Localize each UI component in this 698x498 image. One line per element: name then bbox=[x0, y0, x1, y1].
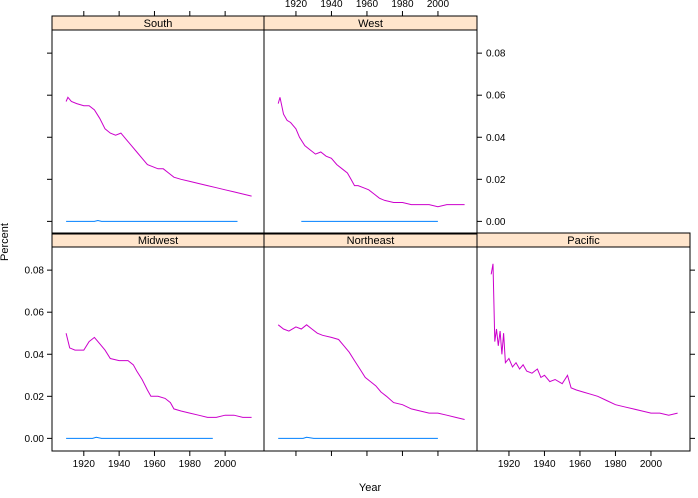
x-tick-label: 1920 bbox=[285, 0, 308, 10]
panel-northeast: Northeast bbox=[263, 232, 478, 452]
series-line-0 bbox=[65, 333, 252, 418]
y-tick-label: 0.08 bbox=[25, 266, 45, 277]
y-axis-label: Percent bbox=[0, 223, 11, 261]
panel-south: South bbox=[51, 15, 265, 235]
x-tick-label: 2000 bbox=[640, 459, 663, 470]
series-line-1 bbox=[278, 436, 438, 439]
panel-frame bbox=[51, 246, 265, 452]
y-tick-label: 0.00 bbox=[25, 434, 45, 445]
x-tick-label: 2000 bbox=[214, 459, 237, 470]
y-tick-label: 0.00 bbox=[486, 217, 506, 228]
panel-west: West bbox=[263, 15, 478, 235]
panel-frame bbox=[51, 29, 265, 235]
series-line-1 bbox=[66, 219, 238, 222]
x-tick-label: 1960 bbox=[569, 459, 592, 470]
y-tick-label: 0.08 bbox=[486, 49, 506, 60]
panel-strip-label: South bbox=[144, 18, 173, 30]
y-tick-label: 0.02 bbox=[486, 175, 506, 186]
series-line-0 bbox=[65, 96, 252, 197]
x-axis-label: Year bbox=[359, 482, 382, 494]
x-tick-label: 2000 bbox=[427, 0, 450, 10]
panel-frame bbox=[263, 246, 478, 452]
x-tick-label: 1940 bbox=[533, 459, 556, 470]
panels-layer: Midwest Northeast Pacific South West bbox=[51, 15, 691, 452]
panel-pacific: Pacific bbox=[476, 232, 691, 452]
x-tick-label: 1940 bbox=[108, 459, 131, 470]
series-line-1 bbox=[66, 436, 213, 439]
panel-strip-label: Pacific bbox=[567, 235, 600, 247]
series-line-0 bbox=[490, 263, 678, 416]
panel-strip-label: Midwest bbox=[138, 235, 178, 247]
y-tick-label: 0.06 bbox=[486, 91, 506, 102]
x-tick-label: 1940 bbox=[320, 0, 343, 10]
x-tick-label: 1920 bbox=[498, 459, 521, 470]
x-tick-label: 1960 bbox=[356, 0, 379, 10]
y-tick-label: 0.02 bbox=[25, 392, 45, 403]
x-tick-label: 1920 bbox=[73, 459, 96, 470]
series-line-0 bbox=[277, 324, 465, 420]
axes-layer: 1920 1940 1960 1980 2000 1920 1940 1960 1980 2000… bbox=[25, 0, 695, 470]
panel-strip-label: Northeast bbox=[347, 235, 395, 247]
panel-frame bbox=[476, 246, 691, 452]
x-tick-label: 1980 bbox=[604, 459, 627, 470]
series-line-0 bbox=[277, 97, 465, 208]
x-tick-label: 1980 bbox=[391, 0, 414, 10]
x-tick-label: 1980 bbox=[179, 459, 202, 470]
panel-frame bbox=[263, 29, 478, 235]
y-tick-label: 0.06 bbox=[25, 308, 45, 319]
y-tick-label: 0.04 bbox=[486, 133, 506, 144]
y-tick-label: 0.04 bbox=[25, 350, 45, 361]
x-tick-label: 1960 bbox=[143, 459, 166, 470]
panel-midwest: Midwest bbox=[51, 232, 265, 452]
panel-strip-label: West bbox=[358, 18, 383, 30]
